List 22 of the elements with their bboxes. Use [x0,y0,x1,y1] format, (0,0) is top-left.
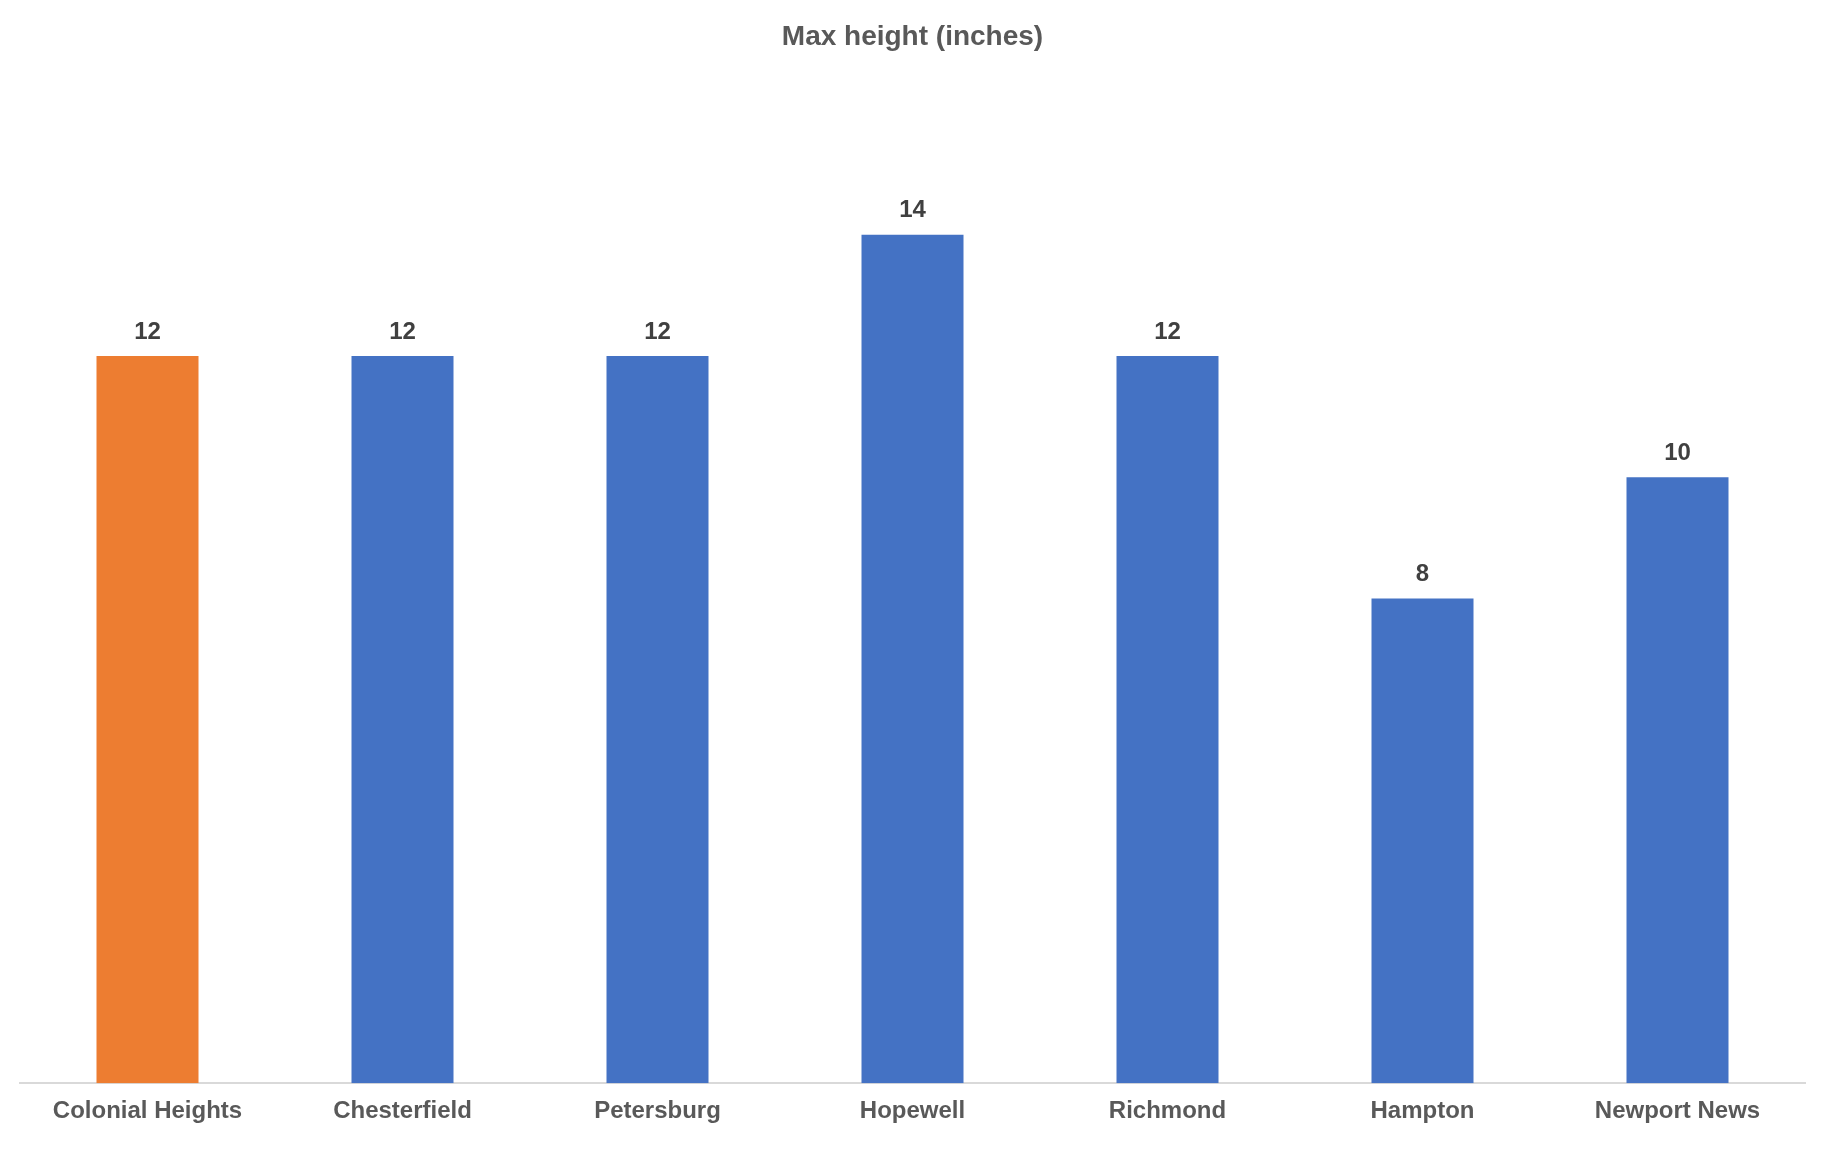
data-label: 8 [1415,559,1430,587]
data-label: 12 [644,316,671,344]
bar [96,356,199,1084]
data-label: 12 [134,316,161,344]
data-label: 14 [899,195,927,223]
chart-title: Max height (inches) [781,19,1044,51]
x-tick-label: Newport News [1594,1096,1761,1124]
bar [606,356,709,1084]
bar [351,356,454,1084]
x-tick-label: Chesterfield [333,1096,472,1124]
x-tick-label: Petersburg [594,1096,721,1124]
bar [1626,477,1729,1084]
x-tick-label: Hopewell [859,1096,966,1124]
bar [1116,356,1219,1084]
data-label: 12 [389,316,416,344]
data-label: 12 [1154,316,1181,344]
data-label: 10 [1664,437,1691,465]
bar [861,234,964,1084]
x-tick-label: Richmond [1108,1096,1227,1124]
bar [1371,598,1474,1084]
x-tick-label: Hampton [1370,1096,1475,1124]
x-tick-label: Colonial Heights [52,1096,243,1124]
